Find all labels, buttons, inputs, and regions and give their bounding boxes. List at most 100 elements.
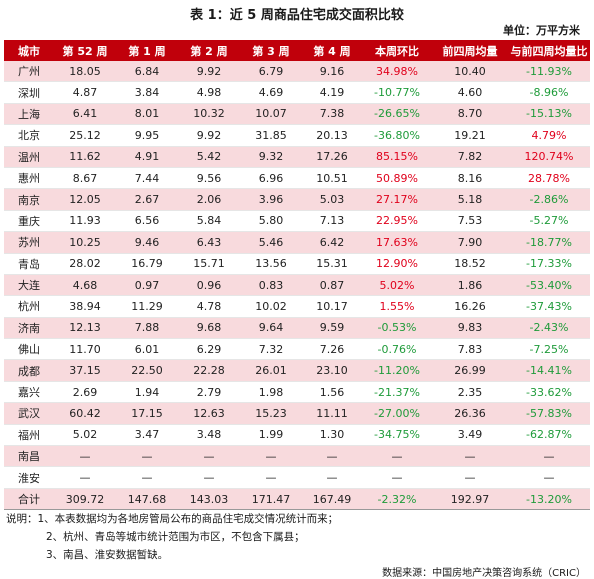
- cell-4week-avg: 1.86: [432, 274, 508, 297]
- cell-week-2: 6.29: [178, 338, 240, 361]
- cell-wow-change: -36.80%: [362, 124, 432, 147]
- cell-week-4: 7.13: [302, 210, 362, 233]
- cell-week-3: —: [240, 466, 302, 489]
- cell-vs-4week-avg: -5.27%: [508, 210, 590, 233]
- cell-4week-avg: 7.82: [432, 146, 508, 168]
- cell-vs-4week-avg: -53.40%: [508, 274, 590, 297]
- cell-week-4: —: [302, 445, 362, 468]
- cell-city: 淮安: [4, 466, 54, 489]
- cell-week-1: 7.44: [116, 167, 178, 190]
- cell-4week-avg: —: [432, 466, 508, 489]
- cell-city: 重庆: [4, 210, 54, 233]
- col-header-week-1: 第 1 周: [116, 40, 178, 61]
- cell-week-3: 171.47: [240, 487, 302, 511]
- cell-week-2: 2.79: [178, 381, 240, 404]
- table-row: 北京 25.12 9.95 9.92 31.85 20.13 -36.80% 19.21 4.7…: [4, 124, 590, 147]
- cell-week-2: 0.96: [178, 274, 240, 297]
- table-row: 青岛 28.02 16.79 15.71 13.56 15.31 12.90% 18.52 -1…: [4, 253, 590, 275]
- cell-4week-avg: 16.26: [432, 295, 508, 318]
- cell-week-3: —: [240, 445, 302, 468]
- cell-4week-avg: 19.21: [432, 124, 508, 147]
- note-1: 说明：1、本表数据均为各地房管局公布的商品住宅成交情况统计而来；: [6, 513, 339, 525]
- cell-4week-avg: 7.90: [432, 231, 508, 254]
- table-row: 福州 5.02 3.47 3.48 1.99 1.30 -34.75% 3.49 -62.87%: [4, 424, 590, 447]
- cell-4week-avg: 9.83: [432, 317, 508, 340]
- cell-week-52: 37.15: [54, 359, 116, 382]
- cell-city: 苏州: [4, 231, 54, 254]
- cell-wow-change: -0.53%: [362, 317, 432, 340]
- table-row: 嘉兴 2.69 1.94 2.79 1.98 1.56 -21.37% 2.35 -33.62%: [4, 381, 590, 404]
- cell-week-52: 11.62: [54, 146, 116, 168]
- table-title: 表 1：近 5 周商品住宅成交面积比较: [190, 8, 404, 23]
- cell-week-52: 4.87: [54, 81, 116, 104]
- cell-week-3: 15.23: [240, 402, 302, 425]
- cell-4week-avg: 3.49: [432, 424, 508, 447]
- cell-week-3: 9.64: [240, 317, 302, 340]
- cell-week-3: 0.83: [240, 274, 302, 297]
- table-row: 杭州 38.94 11.29 4.78 10.02 10.17 1.55% 16.26 -37.…: [4, 295, 590, 318]
- cell-week-4: 10.51: [302, 167, 362, 190]
- cell-vs-4week-avg: -7.25%: [508, 338, 590, 361]
- table-row: 大连 4.68 0.97 0.96 0.83 0.87 5.02% 1.86 -53.40%: [4, 274, 590, 297]
- total-row: 合计 309.72 147.68 143.03 171.47 167.49 -2.32% 19…: [4, 487, 590, 511]
- col-header-week-3: 第 3 周: [240, 40, 302, 61]
- col-header-week-2: 第 2 周: [178, 40, 240, 61]
- cell-week-3: 10.07: [240, 103, 302, 126]
- cell-wow-change: -34.75%: [362, 424, 432, 447]
- cell-vs-4week-avg: -57.83%: [508, 402, 590, 425]
- data-table: 城市 第 52 周 第 1 周 第 2 周 第 3 周 第 4 周 本周环比 前…: [4, 40, 590, 511]
- cell-city: 南昌: [4, 445, 54, 468]
- cell-city: 佛山: [4, 338, 54, 361]
- table-row: 成都 37.15 22.50 22.28 26.01 23.10 -11.20% 26.99-…: [4, 359, 590, 382]
- cell-week-4: 167.49: [302, 487, 362, 511]
- unit-label: 单位：万平方米: [503, 24, 580, 37]
- cell-week-52: 11.93: [54, 210, 116, 233]
- cell-vs-4week-avg: 120.74%: [508, 146, 590, 168]
- cell-vs-4week-avg: -13.20%: [508, 487, 590, 511]
- cell-week-1: 6.01: [116, 338, 178, 361]
- cell-week-2: 3.48: [178, 424, 240, 447]
- cell-vs-4week-avg: —: [508, 445, 590, 468]
- cell-week-4: 7.38: [302, 103, 362, 126]
- cell-week-2: 9.92: [178, 61, 240, 83]
- cell-week-4: 10.17: [302, 295, 362, 318]
- cell-vs-4week-avg: -33.62%: [508, 381, 590, 404]
- cell-city: 南京: [4, 188, 54, 211]
- cell-week-52: 8.67: [54, 167, 116, 190]
- cell-week-2: 9.56: [178, 167, 240, 190]
- table-row: 淮安 — — — — — — — —: [4, 466, 590, 489]
- cell-4week-avg: 192.97: [432, 487, 508, 511]
- cell-wow-change: -26.65%: [362, 103, 432, 126]
- cell-week-2: 5.84: [178, 210, 240, 233]
- cell-week-3: 5.46: [240, 231, 302, 254]
- cell-week-2: 12.63: [178, 402, 240, 425]
- cell-week-3: 1.98: [240, 381, 302, 404]
- cell-week-1: —: [116, 466, 178, 489]
- cell-wow-change: 50.89%: [362, 167, 432, 190]
- cell-week-52: 11.70: [54, 338, 116, 361]
- cell-vs-4week-avg: -15.13%: [508, 103, 590, 126]
- cell-week-1: 3.47: [116, 424, 178, 447]
- cell-4week-avg: 8.70: [432, 103, 508, 126]
- cell-wow-change: —: [362, 466, 432, 489]
- cell-week-4: 4.19: [302, 81, 362, 104]
- cell-wow-change: -2.32%: [362, 487, 432, 511]
- cell-week-2: 4.78: [178, 295, 240, 318]
- cell-week-4: 23.10: [302, 359, 362, 382]
- cell-week-3: 10.02: [240, 295, 302, 318]
- col-header-week-4: 第 4 周: [302, 40, 362, 61]
- cell-city: 上海: [4, 103, 54, 126]
- cell-week-3: 6.79: [240, 61, 302, 83]
- col-header-week-52: 第 52 周: [54, 40, 116, 61]
- cell-week-52: 60.42: [54, 402, 116, 425]
- cell-wow-change: -21.37%: [362, 381, 432, 404]
- cell-week-52: 5.02: [54, 424, 116, 447]
- table-row: 上海 6.41 8.01 10.32 10.07 7.38 -26.65% 8.70 -15.1…: [4, 103, 590, 126]
- cell-week-3: 5.80: [240, 210, 302, 233]
- cell-week-52: 18.05: [54, 61, 116, 83]
- cell-week-52: 2.69: [54, 381, 116, 404]
- cell-week-1: 147.68: [116, 487, 178, 511]
- cell-week-1: 16.79: [116, 253, 178, 275]
- cell-week-52: 309.72: [54, 487, 116, 511]
- cell-week-1: 22.50: [116, 359, 178, 382]
